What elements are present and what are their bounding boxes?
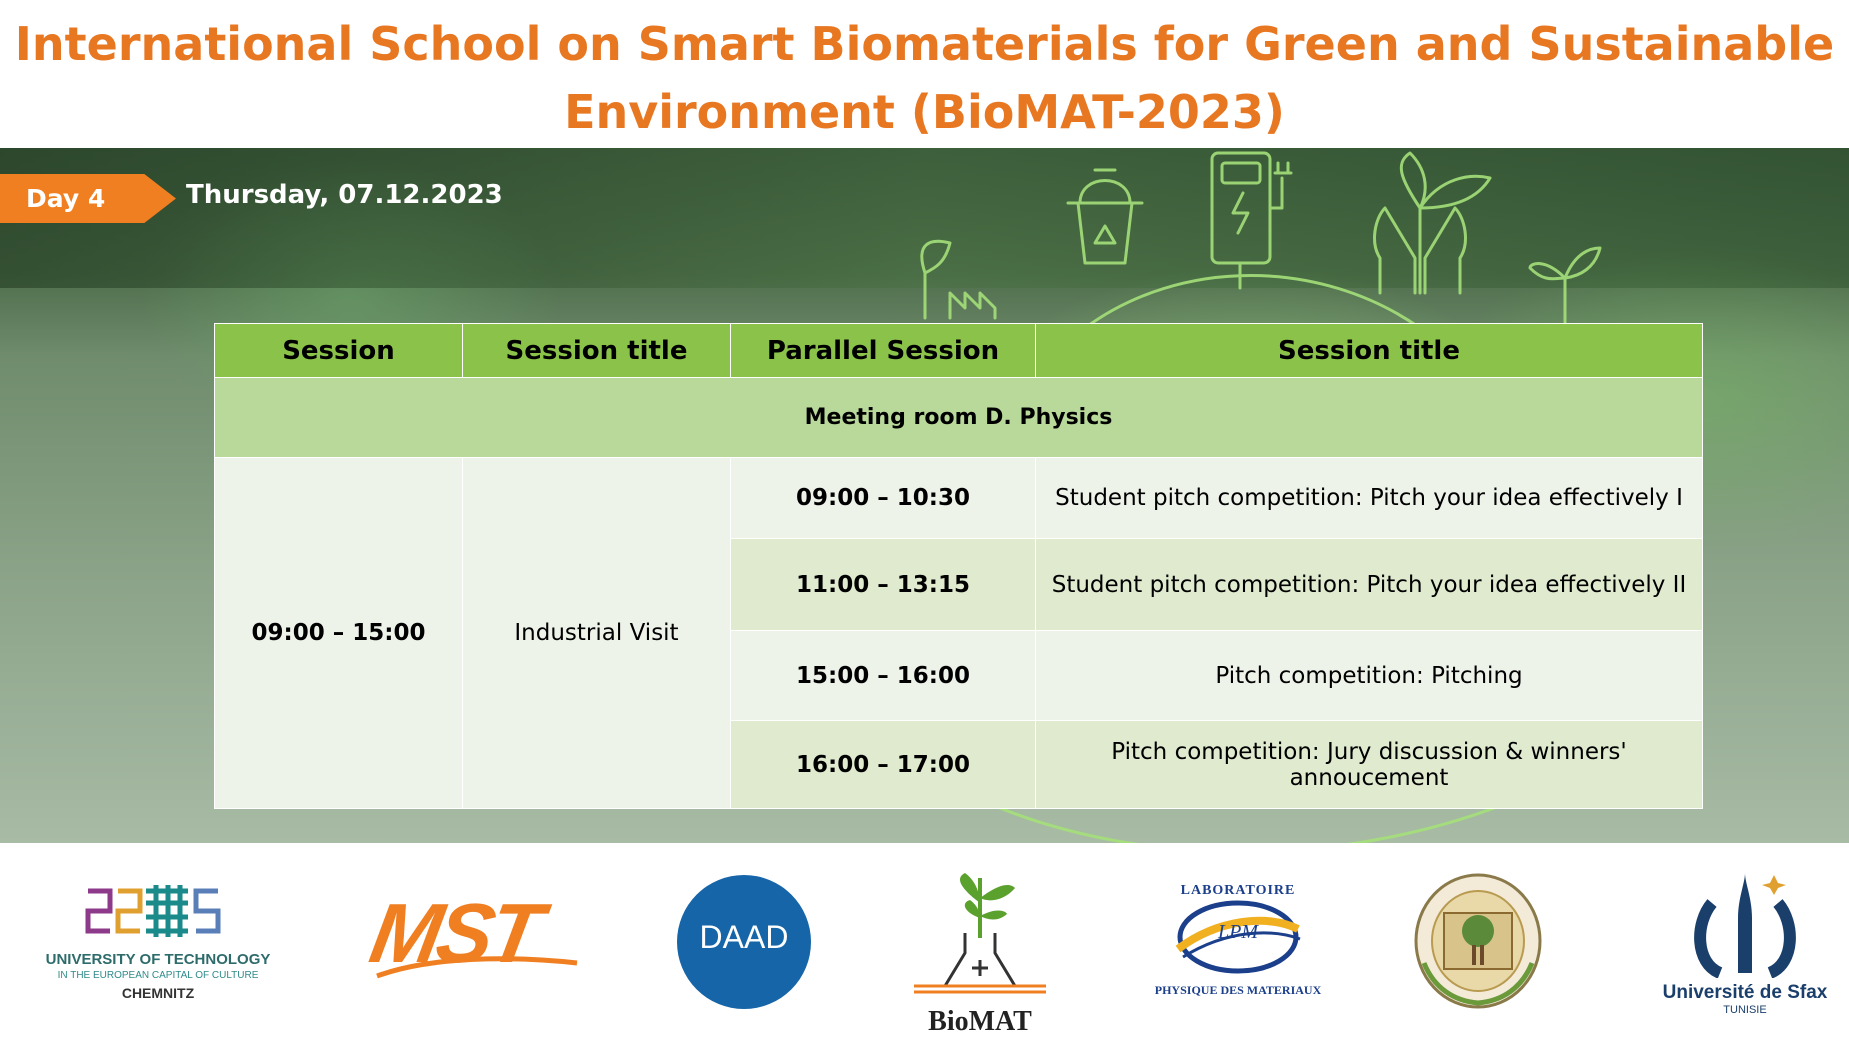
eco-illustration xyxy=(920,151,1602,843)
session-time: 09:00 – 15:00 xyxy=(214,456,463,810)
parallel-time: 16:00 – 17:00 xyxy=(730,720,1036,809)
daad-logo: DAAD xyxy=(677,875,811,1009)
header-session: Session xyxy=(214,322,463,379)
small-sprout-icon xyxy=(1528,246,1602,330)
sfax-name: Université de Sfax xyxy=(1662,982,1828,1003)
page-title: International School on Smart Biomateria… xyxy=(0,10,1849,146)
sfax-university-logo: Université de Sfax TUNISIE xyxy=(1650,863,1840,1033)
globe-arc xyxy=(1083,274,1422,330)
parallel-title: Pitch competition: Jury discussion & win… xyxy=(1035,720,1703,809)
header-parallel-title: Session title xyxy=(1035,322,1703,379)
seal-emblem-icon xyxy=(1414,873,1542,1009)
day-tag: Day 4 xyxy=(0,174,176,223)
biomat-text: BioMAT xyxy=(928,1006,1032,1037)
biomat-logo: BioMAT xyxy=(910,868,1050,1037)
sfax-emblem-icon xyxy=(1694,873,1796,979)
faculty-seal-logo xyxy=(1414,873,1542,1009)
parallel-title: Student pitch competition: Pitch your id… xyxy=(1035,456,1703,540)
room-row: Meeting room D. Physics xyxy=(214,377,1703,458)
table-row: 15:00 – 16:00 Pitch competition: Pitchin… xyxy=(215,629,1703,722)
lpm-logo: LABORATOIRE LPM PHYSIQUE DES MATERIAUX xyxy=(1148,883,1328,1013)
day-date: Thursday, 07.12.2023 xyxy=(186,180,503,210)
chemnitz-line-3: CHEMNITZ xyxy=(121,985,195,1001)
chemnitz-mark-icon xyxy=(85,885,221,937)
lpm-top-text: LABORATOIRE xyxy=(1180,883,1296,898)
sfax-country: TUNISIE xyxy=(1723,1004,1767,1016)
leaf-sprout-icon xyxy=(920,239,952,320)
parallel-time: 15:00 – 16:00 xyxy=(730,629,1036,722)
header-session-title: Session title xyxy=(462,322,731,379)
chemnitz-logo: UNIVERSITY OF TECHNOLOGY IN THE EUROPEAN… xyxy=(38,883,278,1013)
logo-strip: UNIVERSITY OF TECHNOLOGY IN THE EUROPEAN… xyxy=(0,843,1849,1040)
header-parallel-session: Parallel Session xyxy=(730,322,1036,379)
recycle-bin-icon xyxy=(1066,168,1144,265)
parallel-title: Pitch competition: Pitching xyxy=(1035,629,1703,722)
title-line-2: Environment (BioMAT-2023) xyxy=(564,85,1285,139)
table-row: 11:00 – 13:15 Student pitch competition:… xyxy=(215,538,1703,631)
globe-arc-bottom xyxy=(998,796,1522,843)
chemnitz-line-1: UNIVERSITY OF TECHNOLOGY xyxy=(45,951,271,968)
parallel-time: 09:00 – 10:30 xyxy=(730,456,1036,540)
schedule-table: Session Session title Parallel Session S… xyxy=(214,322,1703,810)
table-header-row: Session Session title Parallel Session S… xyxy=(214,322,1703,379)
ev-charger-icon xyxy=(1210,151,1293,290)
session-title: Industrial Visit xyxy=(462,456,731,810)
parallel-time: 11:00 – 13:15 xyxy=(730,538,1036,631)
table-row: 16:00 – 17:00 Pitch competition: Jury di… xyxy=(215,720,1703,809)
daad-text: DAAD xyxy=(699,919,789,955)
table-row: 09:00 – 15:00 Industrial Visit 09:00 – 1… xyxy=(214,456,1703,810)
lpm-bottom-text: PHYSIQUE DES MATERIAUX xyxy=(1154,983,1322,997)
chemnitz-line-2: IN THE EUROPEAN CAPITAL OF CULTURE xyxy=(57,970,259,981)
lpm-emblem-icon xyxy=(1175,900,1301,974)
flask-plant-icon xyxy=(914,873,1046,994)
mst-logo: MST xyxy=(364,883,582,993)
day-label: Day 4 xyxy=(26,184,106,213)
room-label: Meeting room D. Physics xyxy=(214,377,1703,458)
mst-swoosh-icon xyxy=(376,956,578,979)
hands-plant-icon xyxy=(1373,151,1492,295)
parallel-title: Student pitch competition: Pitch your id… xyxy=(1035,538,1703,631)
title-line-1: International School on Smart Biomateria… xyxy=(14,17,1835,71)
factory-icon xyxy=(948,291,997,320)
lpm-center-text: LPM xyxy=(1218,921,1258,943)
